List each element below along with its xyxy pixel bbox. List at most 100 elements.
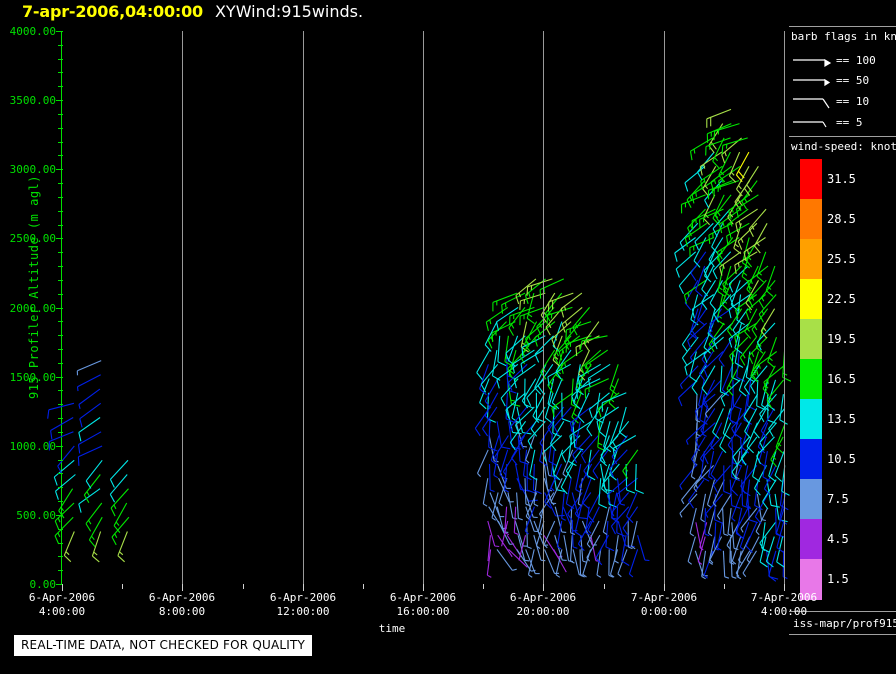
x-tick-time: 16:00:00 xyxy=(396,605,450,618)
barb-legend-label: == 5 xyxy=(836,116,863,129)
x-tick-date: 6-Apr-2006 xyxy=(28,591,96,604)
y-axis-tick-labels: 0.00 500.00 1000.00 1500.00 2000.00 2500.00 30… xyxy=(0,0,56,674)
legend-divider-bottom xyxy=(789,611,896,612)
colorbar-band xyxy=(800,279,822,320)
x-tick-time: 4:00:00 xyxy=(38,605,86,618)
barb-legend-entry: == 5 xyxy=(791,114,896,134)
x-axis-tick-label: 6-Apr-2006 4:00:00 xyxy=(2,591,122,619)
y-axis-minor-tick xyxy=(58,528,63,530)
colorbar-band xyxy=(800,479,822,520)
x-axis-minor-tick xyxy=(483,584,484,589)
x-axis-tick xyxy=(62,584,63,591)
x-tick-date: 7-Apr-2006 xyxy=(750,591,818,604)
x-axis-minor-tick xyxy=(243,584,244,589)
x-tick-date: 6-Apr-2006 xyxy=(389,591,457,604)
legend-divider-footer xyxy=(789,634,896,635)
barb-glyph-100-icon xyxy=(793,58,832,68)
barb-legend-entry: == 10 xyxy=(791,93,896,113)
title-dataset: XYWind:915winds. xyxy=(214,2,364,21)
y-axis-tick-label: 1000.00 xyxy=(9,439,56,453)
x-gridline xyxy=(784,31,785,584)
colorbar-band xyxy=(800,199,822,240)
y-axis-tick xyxy=(56,238,63,240)
colorbar-band xyxy=(800,519,822,560)
y-axis-minor-tick xyxy=(58,335,63,337)
quality-warning-banner: REAL-TIME DATA, NOT CHECKED FOR QUALITY xyxy=(14,635,313,656)
x-tick-time: 20:00:00 xyxy=(516,605,570,618)
x-axis-tick-label: 7-Apr-2006 0:00:00 xyxy=(604,591,724,619)
y-axis-minor-tick xyxy=(58,362,63,364)
colorbar-band xyxy=(800,319,822,360)
y-axis-minor-tick xyxy=(58,431,63,433)
x-axis-tick xyxy=(543,584,544,591)
y-axis-minor-tick xyxy=(58,155,63,157)
barb-legend-entry: == 50 xyxy=(791,72,896,92)
x-gridline xyxy=(182,31,183,584)
y-axis-minor-tick xyxy=(58,196,63,198)
y-axis-minor-tick xyxy=(58,404,63,406)
y-axis-minor-tick xyxy=(58,473,63,475)
y-axis-tick xyxy=(56,169,63,171)
y-axis-minor-tick xyxy=(58,321,63,323)
colorbar-tick-label: 25.5 xyxy=(827,252,856,266)
y-axis-tick-label: 1500.00 xyxy=(9,370,56,384)
barb-legend-label: == 10 xyxy=(836,95,870,108)
colorbar-tick-label: 1.5 xyxy=(827,572,849,586)
colorbar-tick-label: 19.5 xyxy=(827,332,856,346)
colorbar-tick-label: 13.5 xyxy=(827,412,856,426)
y-axis-minor-tick xyxy=(58,348,63,350)
y-axis-tick xyxy=(56,584,63,585)
y-axis-minor-tick xyxy=(58,501,63,503)
y-axis-minor-tick xyxy=(58,459,63,461)
x-gridline xyxy=(664,31,665,584)
x-tick-time: 0:00:00 xyxy=(640,605,688,618)
y-axis-minor-tick xyxy=(58,210,63,212)
y-axis-minor-tick xyxy=(58,113,63,115)
x-tick-time: 8:00:00 xyxy=(158,605,206,618)
y-axis-tick xyxy=(56,100,63,102)
y-axis-tick-label: 4000.00 xyxy=(9,25,56,38)
x-gridline xyxy=(423,31,424,584)
x-axis-tick-label: 6-Apr-2006 16:00:00 xyxy=(363,591,483,619)
x-tick-time: 12:00:00 xyxy=(276,605,330,618)
plot-title: 7-apr-2006,04:00:00 XYWind:915winds. xyxy=(22,2,622,24)
source-label: iss-mapr/prof915l xyxy=(793,617,896,630)
y-axis-tick xyxy=(56,31,63,32)
colorbar-tick-label: 7.5 xyxy=(827,492,849,506)
y-axis-minor-tick xyxy=(58,556,63,558)
x-axis-tick xyxy=(303,584,304,591)
colorbar-band xyxy=(800,399,822,440)
x-axis-minor-tick xyxy=(122,584,123,589)
y-axis-minor-tick xyxy=(58,293,63,295)
x-axis-tick-label: 6-Apr-2006 20:00:00 xyxy=(483,591,603,619)
colorbar-band xyxy=(800,559,822,600)
y-axis-tick-label: 3000.00 xyxy=(9,163,56,177)
x-axis-tick xyxy=(182,584,183,591)
colorbar-tick-label: 22.5 xyxy=(827,292,856,306)
y-axis-tick xyxy=(56,445,63,447)
colorbar-band xyxy=(800,359,822,400)
barb-legend-label: == 100 xyxy=(836,54,876,67)
y-axis-tick-label: 2500.00 xyxy=(9,232,56,246)
y-axis-tick-label: 500.00 xyxy=(16,508,56,522)
x-tick-date: 6-Apr-2006 xyxy=(269,591,337,604)
y-axis-minor-tick xyxy=(58,418,63,420)
y-axis-minor-tick xyxy=(58,390,63,392)
y-axis-minor-tick xyxy=(58,127,63,129)
y-axis-minor-tick xyxy=(58,44,63,46)
colorbar-tick-label: 10.5 xyxy=(827,452,856,466)
y-axis-tick xyxy=(56,514,63,516)
y-axis-tick-label: 2000.00 xyxy=(9,301,56,315)
barb-glyph-10-icon xyxy=(793,98,830,109)
y-axis-minor-tick xyxy=(58,224,63,226)
colorbar-tick-label: 31.5 xyxy=(827,172,856,186)
y-axis-tick-label: 0.00 xyxy=(29,578,57,591)
colorbar-title: wind-speed: knots xyxy=(791,140,896,153)
colorbar-band xyxy=(800,239,822,280)
x-axis-title: time xyxy=(378,622,406,635)
barb-glyph-50-icon xyxy=(793,78,831,87)
x-tick-time: 4:00:00 xyxy=(760,605,808,618)
legend-divider-mid xyxy=(789,136,896,137)
title-timestamp: 7-apr-2006,04:00:00 xyxy=(22,2,203,21)
